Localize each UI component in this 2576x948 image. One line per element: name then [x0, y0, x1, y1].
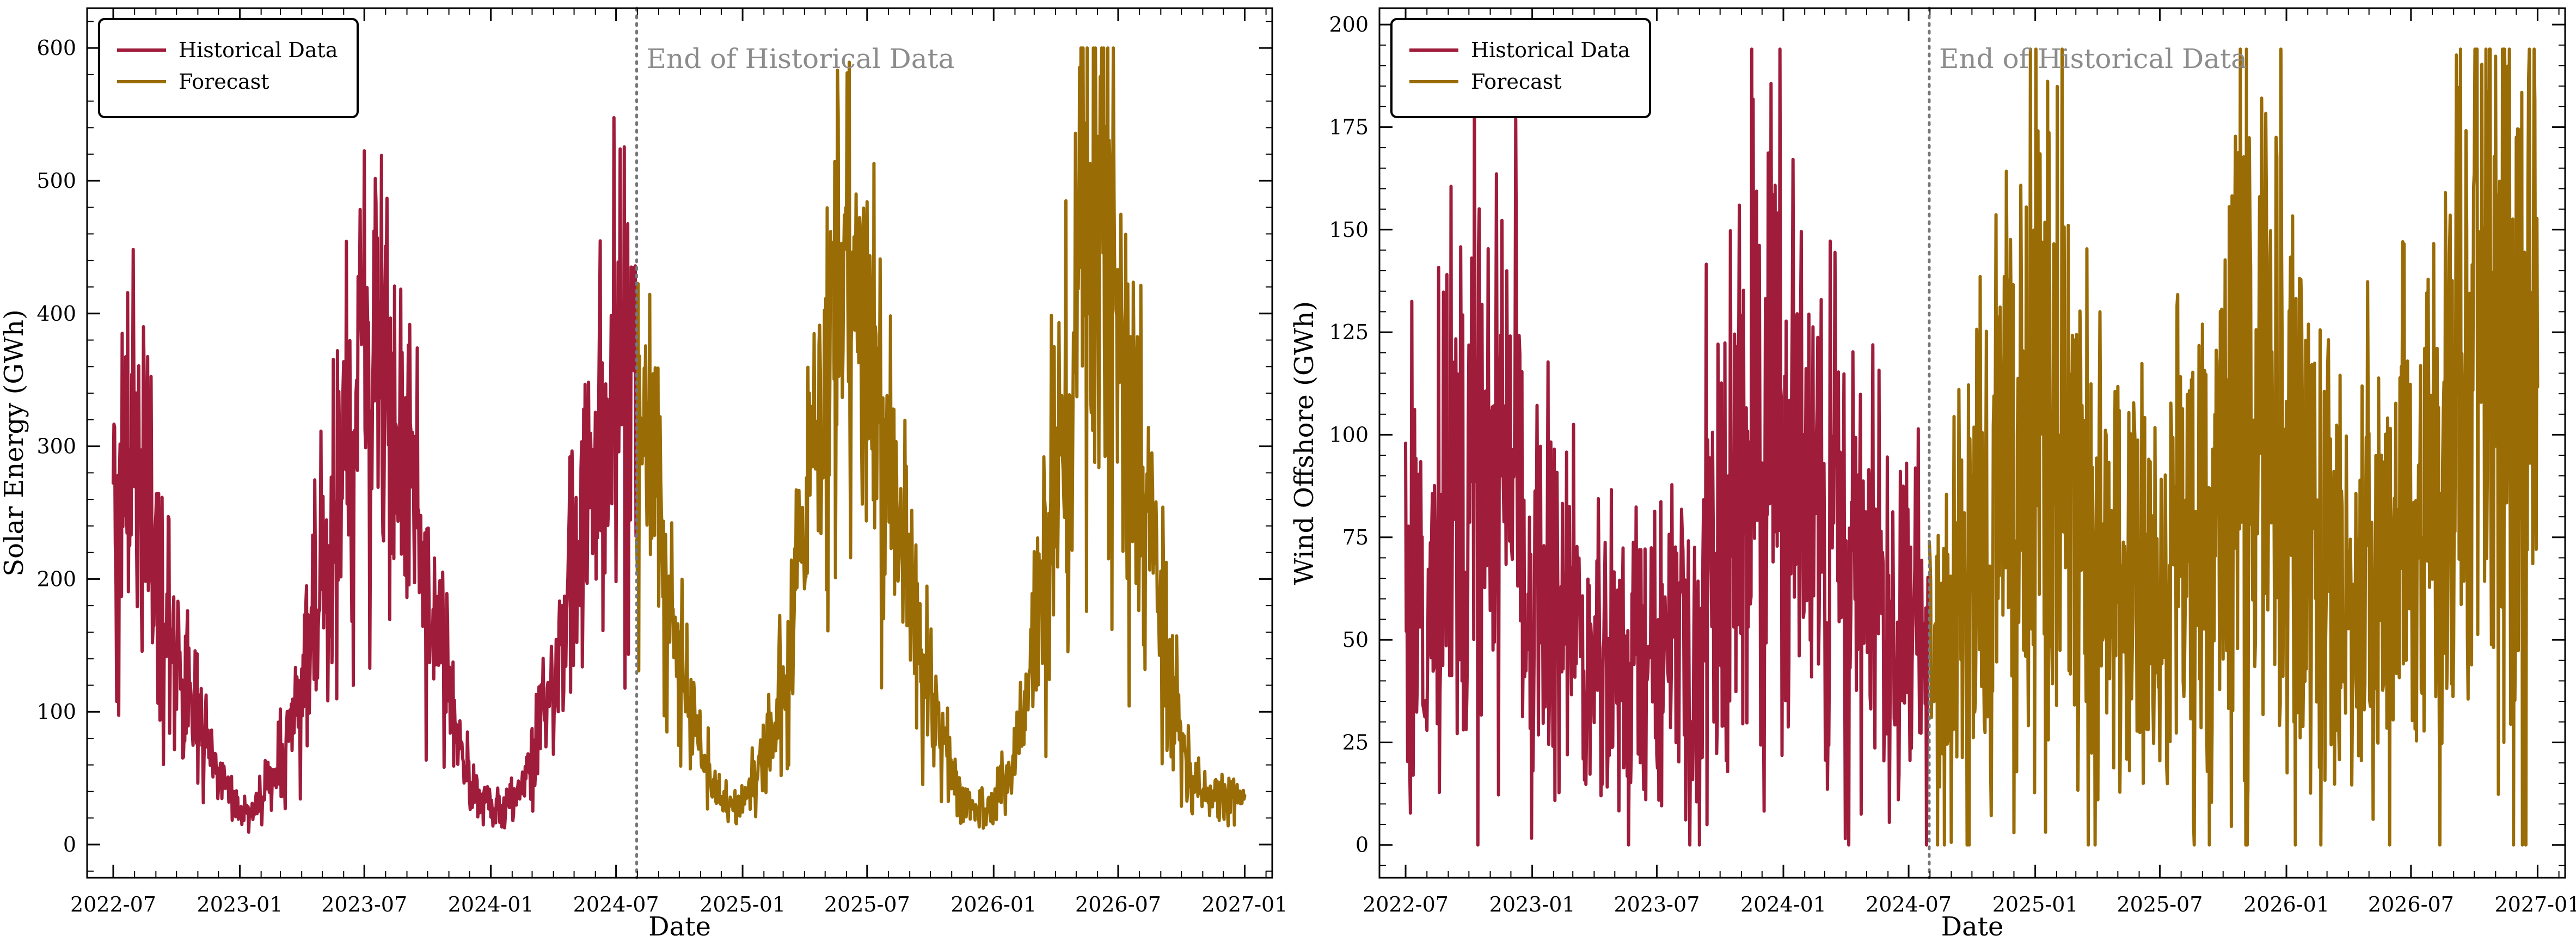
- legend-label-forecast: Forecast: [179, 70, 269, 94]
- y-tick-label: 0: [63, 833, 76, 857]
- x-tick-label: 2026-07: [1075, 892, 1161, 916]
- x-tick-label: 2026-07: [2368, 892, 2454, 916]
- y-tick-label: 600: [36, 36, 76, 60]
- legend-label-historical: Historical Data: [179, 38, 338, 62]
- legend: Historical Data Forecast: [98, 18, 359, 118]
- x-tick-label: 2025-07: [824, 892, 910, 916]
- x-tick-label: 2022-07: [1363, 892, 1449, 916]
- y-tick-label: 400: [36, 302, 76, 326]
- x-tick-label: 2024-01: [1740, 892, 1826, 916]
- x-tick-label: 2024-07: [1866, 892, 1952, 916]
- x-tick-label: 2024-07: [573, 892, 659, 916]
- legend-label-forecast: Forecast: [1471, 70, 1562, 94]
- y-tick-label: 25: [1342, 730, 1369, 754]
- y-axis-label: Wind Offshore (GWh): [1289, 301, 1320, 585]
- series-line-forecast: [635, 46, 1247, 830]
- x-tick-label: 2023-07: [1614, 892, 1700, 916]
- legend-box: [1390, 18, 1651, 118]
- y-tick-label: 0: [1356, 833, 1369, 857]
- x-tick-label: 2023-07: [321, 892, 407, 916]
- x-tick-label: 2025-01: [1992, 892, 2078, 916]
- y-tick-label: 175: [1329, 115, 1369, 139]
- legend: Historical Data Forecast: [1390, 18, 1651, 118]
- y-tick-label: 100: [1329, 423, 1369, 447]
- x-axis-label: Date: [648, 912, 711, 942]
- end-of-history-label: End of Historical Data: [647, 43, 955, 75]
- series-line-historical: [112, 116, 639, 834]
- x-tick-label: 2026-01: [950, 892, 1036, 916]
- x-tick-label: 2025-07: [2117, 892, 2203, 916]
- solar-panel: End of Historical Data 2022-07 2023-01 2023…: [0, 7, 1288, 942]
- y-tick-label: 200: [1329, 13, 1369, 36]
- x-tick-label: 2023-01: [1489, 892, 1575, 916]
- y-tick-label: 100: [36, 700, 76, 724]
- x-tick-label: 2024-01: [448, 892, 534, 916]
- x-tick-label: 2022-07: [70, 892, 156, 916]
- x-tick-label: 2027-01: [1202, 892, 1288, 916]
- legend-label-historical: Historical Data: [1471, 38, 1630, 62]
- x-tick-label: 2025-01: [700, 892, 786, 916]
- wind-panel: End of Historical Data 2022-07 2023-01 2023…: [1289, 7, 2576, 942]
- y-axis-label: Solar Energy (GWh): [0, 309, 29, 576]
- y-tick-label: 200: [36, 567, 76, 591]
- y-tick-label: 75: [1342, 525, 1369, 549]
- y-tick-label: 300: [36, 435, 76, 458]
- end-of-history-label: End of Historical Data: [1939, 43, 2247, 75]
- x-axis-label: Date: [1941, 912, 2004, 942]
- x-tick-label: 2027-01: [2494, 892, 2576, 916]
- y-tick-label: 500: [36, 169, 76, 193]
- y-tick-label: 50: [1342, 628, 1369, 652]
- series-line-forecast: [1928, 47, 2540, 847]
- series-line-historical: [1404, 47, 1931, 847]
- x-tick-label: 2023-01: [197, 892, 283, 916]
- y-tick-label: 150: [1329, 218, 1369, 242]
- legend-box: [98, 18, 359, 118]
- y-tick-label: 125: [1329, 320, 1369, 344]
- x-tick-label: 2026-01: [2243, 892, 2329, 916]
